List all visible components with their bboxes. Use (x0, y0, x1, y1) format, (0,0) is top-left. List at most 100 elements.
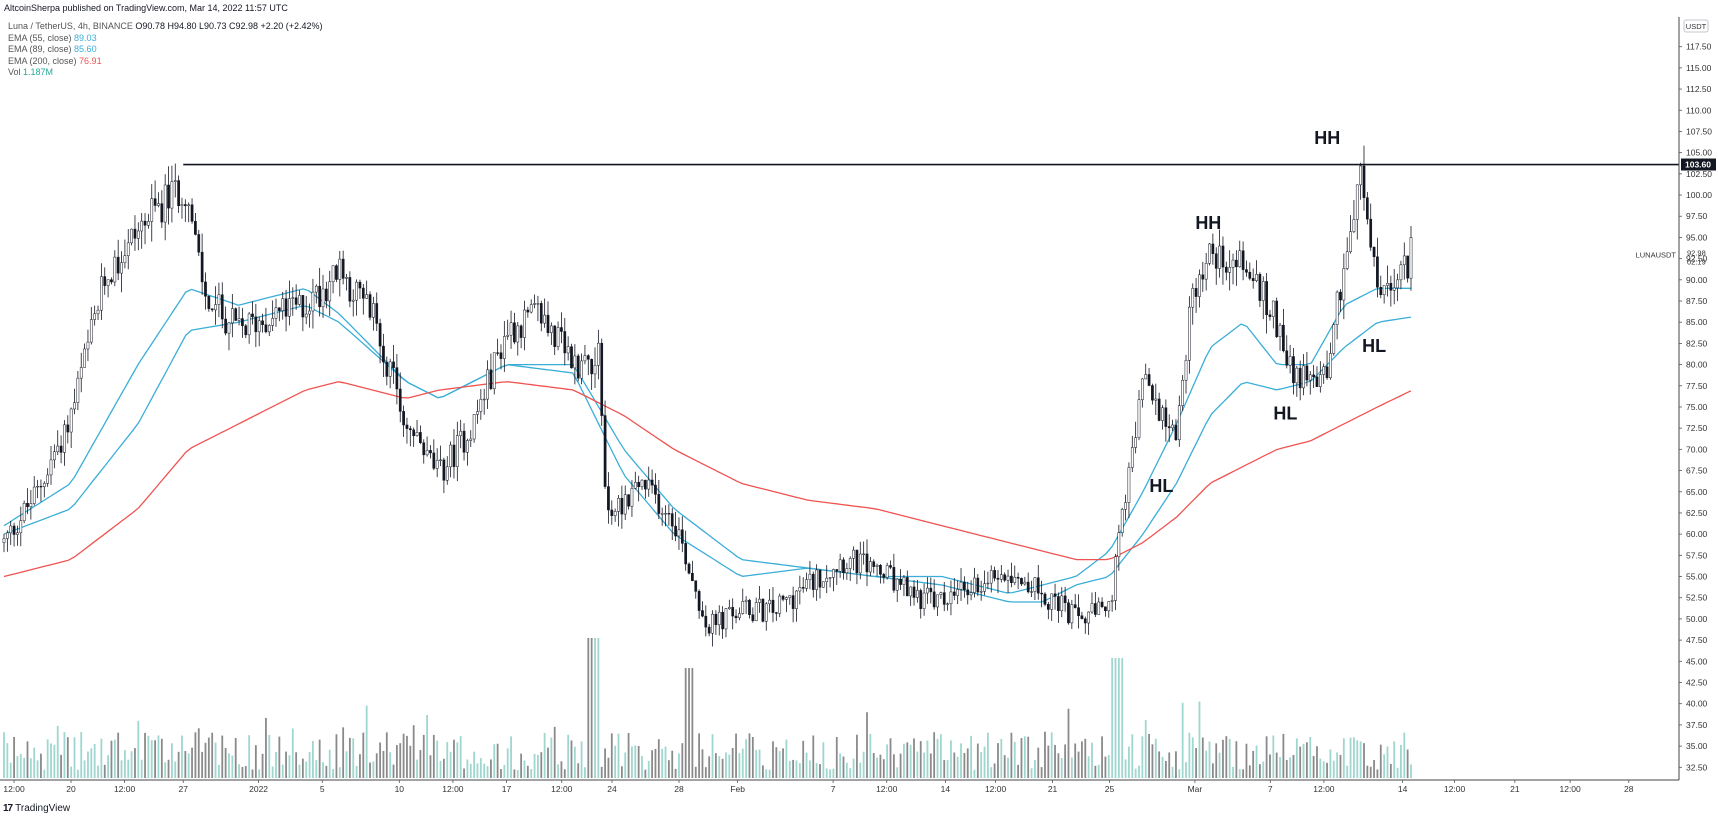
volume-bar (228, 753, 230, 778)
volume-bar (1040, 767, 1043, 778)
volume-bar (1154, 738, 1157, 778)
volume-bar (997, 743, 999, 778)
price-tick-label: 60.00 (1686, 529, 1708, 539)
legend-indicator-ema55[interactable]: EMA (55, close) 89.03 (8, 33, 323, 45)
candle-body (1396, 279, 1399, 289)
legend-indicator-ema200[interactable]: EMA (200, close) 76.91 (8, 56, 323, 68)
candle-body (667, 513, 671, 515)
candle-body (402, 411, 405, 426)
candle-body (842, 559, 845, 574)
candle-body (533, 303, 536, 305)
volume-bar (1117, 658, 1120, 778)
volume-bar (1138, 765, 1140, 778)
volume-bar (667, 760, 670, 778)
volume-bar (1329, 749, 1332, 778)
candle-body (1063, 595, 1067, 603)
candle-body (9, 525, 13, 534)
volume-bar (543, 733, 546, 778)
candle-body (1147, 374, 1151, 386)
candle-body (966, 589, 970, 596)
price-axis[interactable]: 32.50 35.00 37.50 40.00 42.50 45.00 47.50 50.00… (1679, 42, 1712, 773)
price-tick-label: 90.00 (1686, 275, 1708, 285)
volume-bar (459, 736, 462, 778)
legend-indicator-ema89[interactable]: EMA (89, close) 85.60 (8, 44, 323, 56)
candle-body (200, 251, 204, 283)
candle-body (1151, 385, 1154, 401)
candle-body (133, 228, 137, 239)
candle-body (1010, 575, 1013, 583)
candle-body (167, 184, 170, 209)
candle-body (946, 603, 949, 605)
volume-bar (197, 728, 200, 778)
price-tick-label: 65.00 (1686, 487, 1708, 497)
volume-bar (1215, 743, 1218, 778)
candle-body (1191, 288, 1195, 308)
ema-lines (3, 287, 1412, 603)
legend-indicator-volume[interactable]: Vol 1.187M (8, 67, 323, 79)
volume-bar (620, 766, 623, 778)
candle-body (580, 360, 583, 379)
volume-bar (1013, 741, 1016, 778)
time-tick-label: 12:00 (876, 784, 898, 794)
candle-body (284, 298, 288, 317)
price-tick-label: 95.00 (1686, 232, 1708, 242)
volume-bar (805, 752, 808, 778)
candle-body (318, 285, 322, 308)
volume-bar (1047, 745, 1050, 778)
candle-body (187, 204, 191, 207)
candle-body (536, 303, 540, 305)
volume-bar (647, 760, 650, 778)
candle-body (576, 355, 580, 379)
candle-body (466, 440, 469, 453)
ema-line (3, 305, 1412, 603)
volume-bar (1262, 761, 1265, 778)
volume-bar (731, 748, 734, 778)
candle-body (1315, 376, 1319, 387)
volume-bar (523, 760, 526, 778)
volume-bar (1366, 765, 1369, 778)
candle-body (657, 494, 661, 514)
candle-body (39, 485, 43, 488)
volume-bar (248, 735, 251, 778)
symbol-title[interactable]: Luna / TetherUS, 4h, BINANCE (8, 21, 133, 31)
brand-footer[interactable]: 17 TradingView (3, 803, 70, 814)
candle-body (415, 432, 419, 436)
candle-body (942, 592, 946, 605)
time-axis[interactable]: 12:00 20 12:00 27 2022 5 10 12:00 17 12:00 24 28 Feb… (3, 780, 1634, 794)
candle-body (959, 581, 963, 590)
candle-body (607, 486, 610, 511)
candle-body (1339, 291, 1342, 301)
candle-body (1342, 268, 1346, 301)
candle-body (570, 346, 573, 369)
price-tick-label: 97.50 (1686, 211, 1708, 221)
volume-bar (614, 745, 617, 778)
candle-body (422, 442, 426, 456)
time-tick-label: 5 (320, 784, 325, 794)
volume-bar (1316, 746, 1318, 778)
candle-body (136, 230, 140, 239)
candle-body (1248, 272, 1252, 279)
volume-bar (1238, 769, 1241, 778)
candle-body (996, 577, 1000, 580)
candle-body (46, 474, 50, 484)
volume-bar (976, 743, 979, 778)
candle-body (882, 574, 886, 578)
volume-bar (40, 753, 42, 778)
volume-bar (184, 751, 187, 778)
volume-bar (973, 769, 976, 778)
candle-body (620, 498, 624, 515)
candle-body (546, 314, 550, 333)
volume-bar (271, 766, 274, 778)
volume-bar (792, 759, 795, 778)
candle-body (351, 299, 355, 302)
candle-body (640, 479, 644, 487)
currency-badge[interactable] (1683, 19, 1709, 33)
candle-body (365, 294, 369, 299)
volume-bar (597, 638, 600, 778)
volume-bar (76, 769, 79, 778)
indicator-label: Vol (8, 67, 21, 78)
volume-bar (657, 739, 660, 778)
candle-body (774, 612, 778, 614)
volume-bar (845, 762, 848, 778)
